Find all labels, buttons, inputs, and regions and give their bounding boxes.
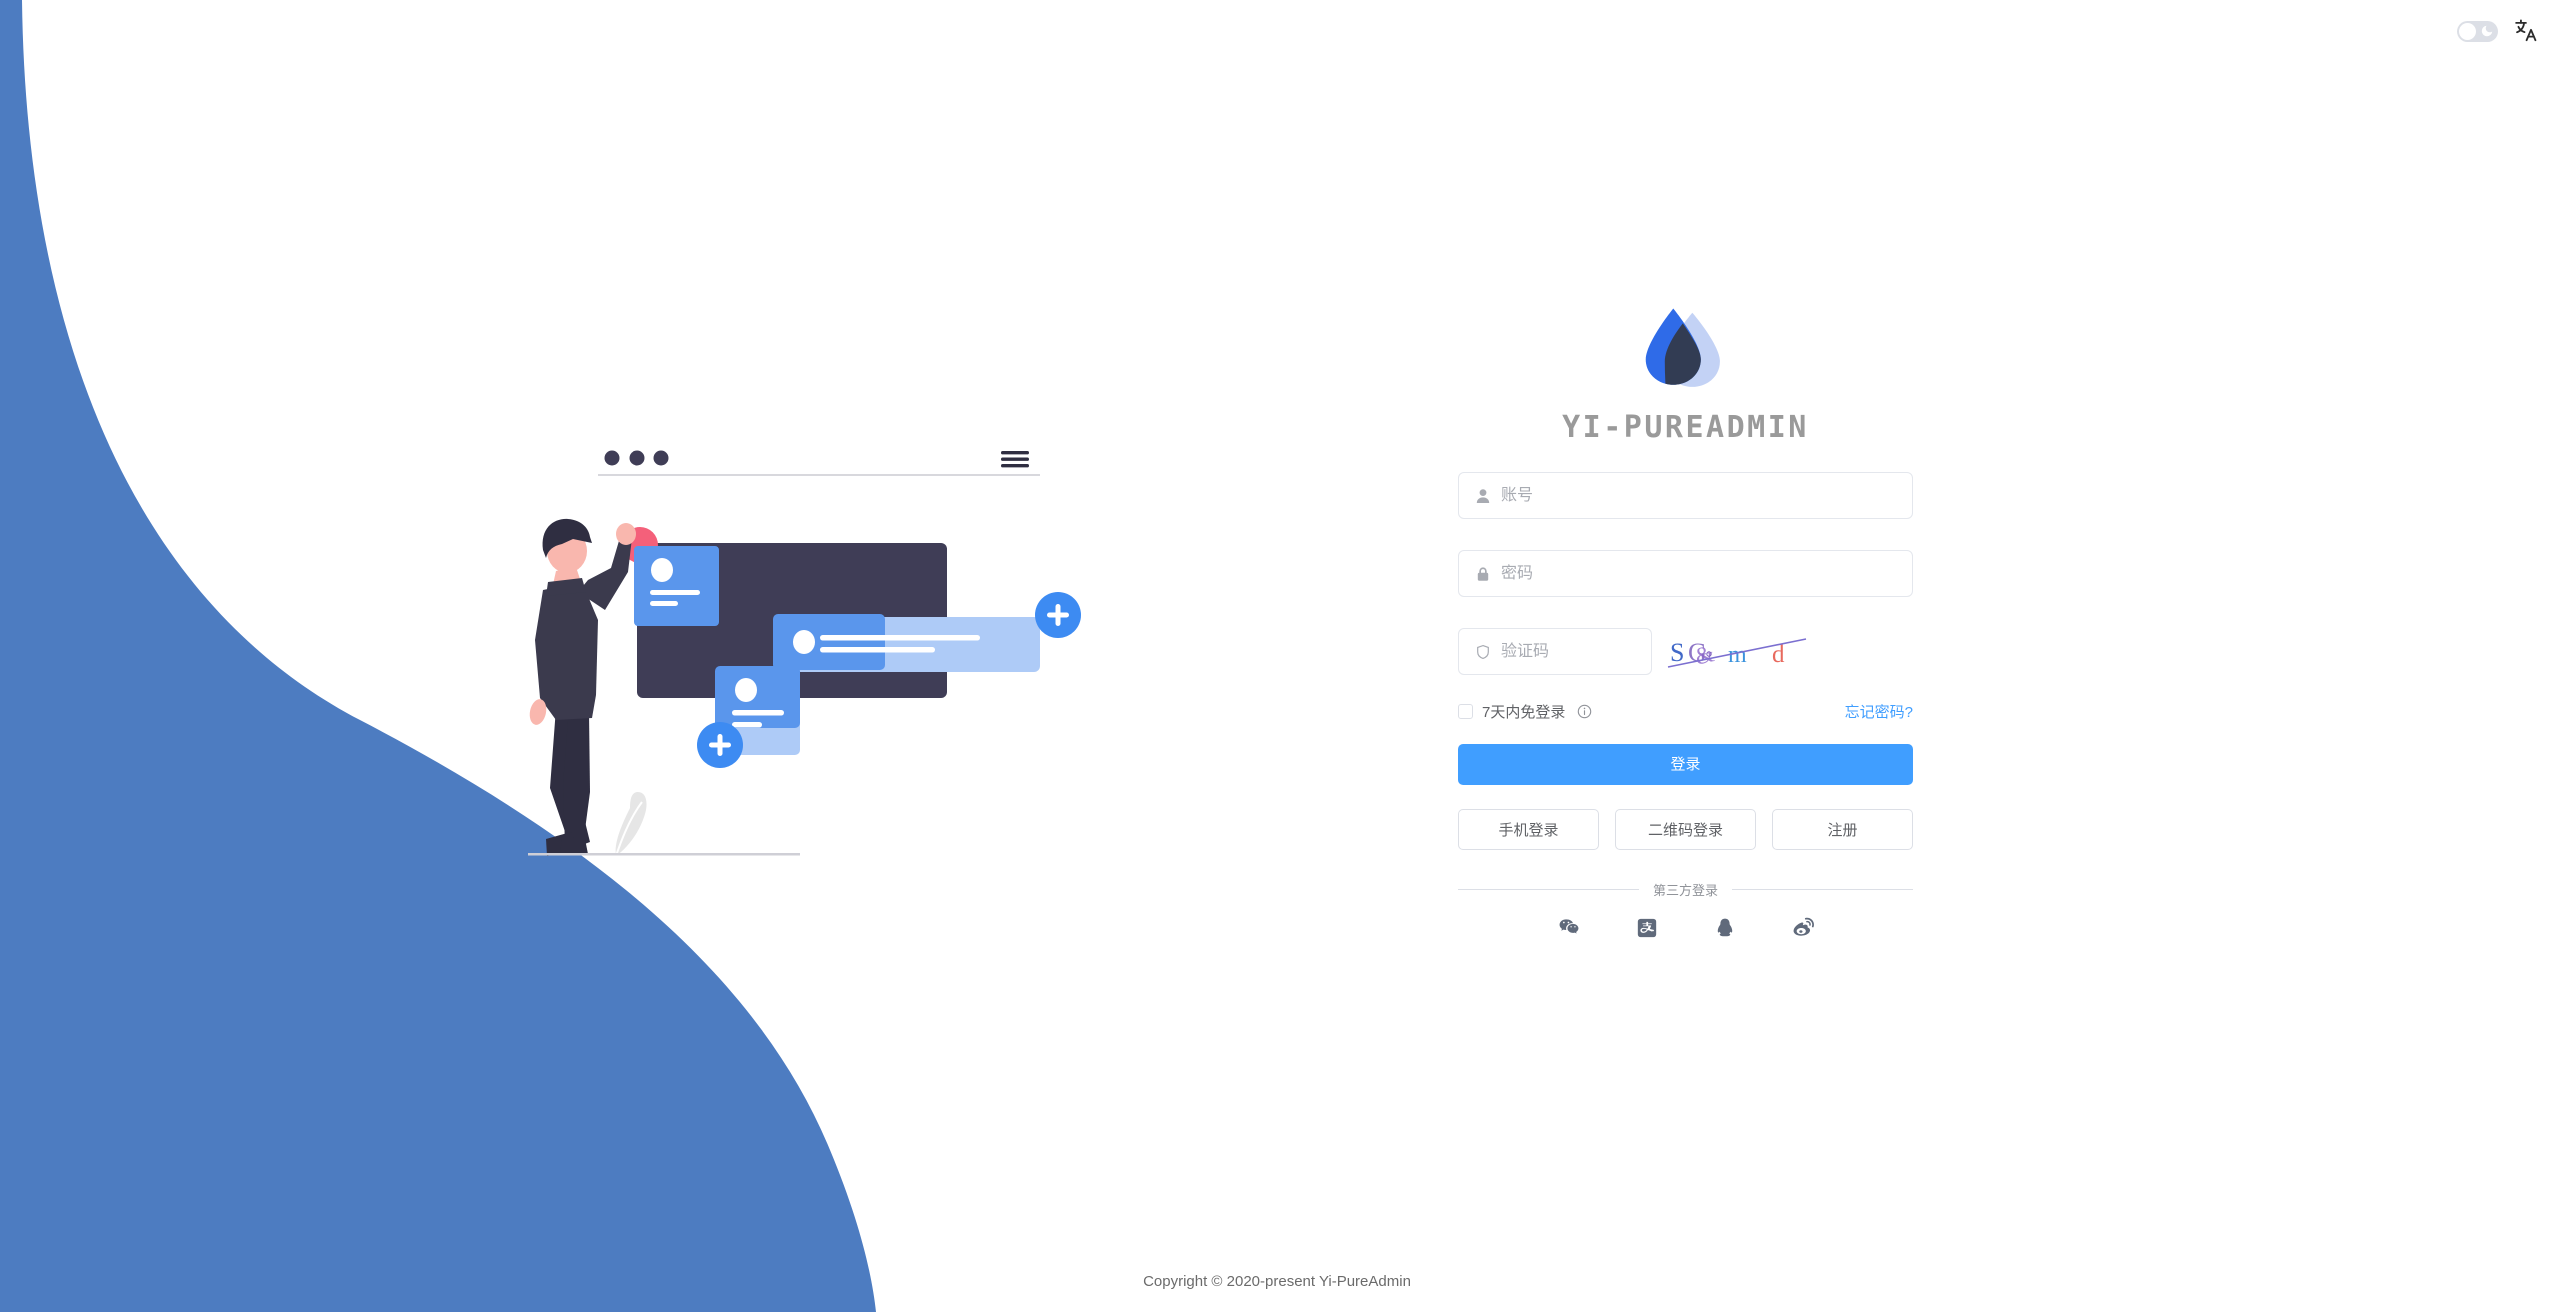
login-panel: YI-PUREADMIN (1458, 300, 1914, 939)
dark-mode-toggle[interactable] (2457, 20, 2498, 42)
illustration-card-top (634, 546, 719, 626)
divider-line-right (1732, 889, 1914, 890)
third-party-login-label: 第三方登录 (1653, 883, 1719, 898)
remember-me-label: 7天内免登录 (1482, 703, 1566, 721)
translate-icon[interactable] (2514, 18, 2540, 44)
top-controls (2457, 18, 2540, 44)
qq-icon[interactable] (1714, 917, 1736, 939)
user-icon (1475, 488, 1491, 504)
password-input[interactable] (1501, 551, 1896, 596)
username-input[interactable] (1501, 473, 1896, 518)
shield-icon (1475, 644, 1491, 660)
page-title: YI-PUREADMIN (1562, 410, 1809, 445)
qrcode-login-button[interactable]: 二维码登录 (1615, 809, 1756, 850)
register-button[interactable]: 注册 (1772, 809, 1913, 850)
remember-me-checkbox[interactable]: 7天内免登录 (1458, 701, 1592, 722)
login-illustration (528, 450, 1081, 857)
checkbox-box[interactable] (1458, 703, 1473, 719)
info-circle-icon[interactable] (1577, 704, 1592, 719)
captcha-input[interactable] (1501, 629, 1708, 674)
login-button[interactable]: 登录 (1458, 744, 1913, 785)
captcha-row: S G & m d (1458, 628, 1913, 675)
options-row: 7天内免登录 忘记密码? (1458, 700, 1913, 722)
svg-text:m: m (1728, 642, 1747, 668)
divider-line-left (1458, 889, 1639, 890)
third-party-icons (1458, 917, 1913, 939)
password-field[interactable] (1458, 550, 1913, 597)
third-party-divider: 第三方登录 (1458, 880, 1914, 899)
lock-icon (1475, 566, 1491, 582)
toggle-knob (2459, 22, 2476, 40)
weibo-icon[interactable] (1792, 917, 1814, 939)
app-logo-icon (1645, 308, 1720, 387)
captcha-field[interactable] (1458, 628, 1708, 675)
footer-copyright: Copyright © 2020-present Yi-PureAdmin (1143, 1273, 1411, 1290)
forgot-password-link[interactable]: 忘记密码? (1844, 703, 1913, 721)
logo-wrap (1458, 300, 1913, 406)
alt-login-buttons: 手机登录 二维码登录 注册 (1458, 809, 1913, 850)
username-field[interactable] (1458, 472, 1913, 519)
alipay-icon[interactable] (1636, 917, 1658, 939)
illustration-browser-bar (598, 450, 1040, 476)
phone-login-button[interactable]: 手机登录 (1458, 809, 1599, 850)
svg-text:d: d (1772, 641, 1785, 668)
moon-icon (2481, 25, 2493, 36)
wechat-icon[interactable] (1558, 917, 1580, 939)
